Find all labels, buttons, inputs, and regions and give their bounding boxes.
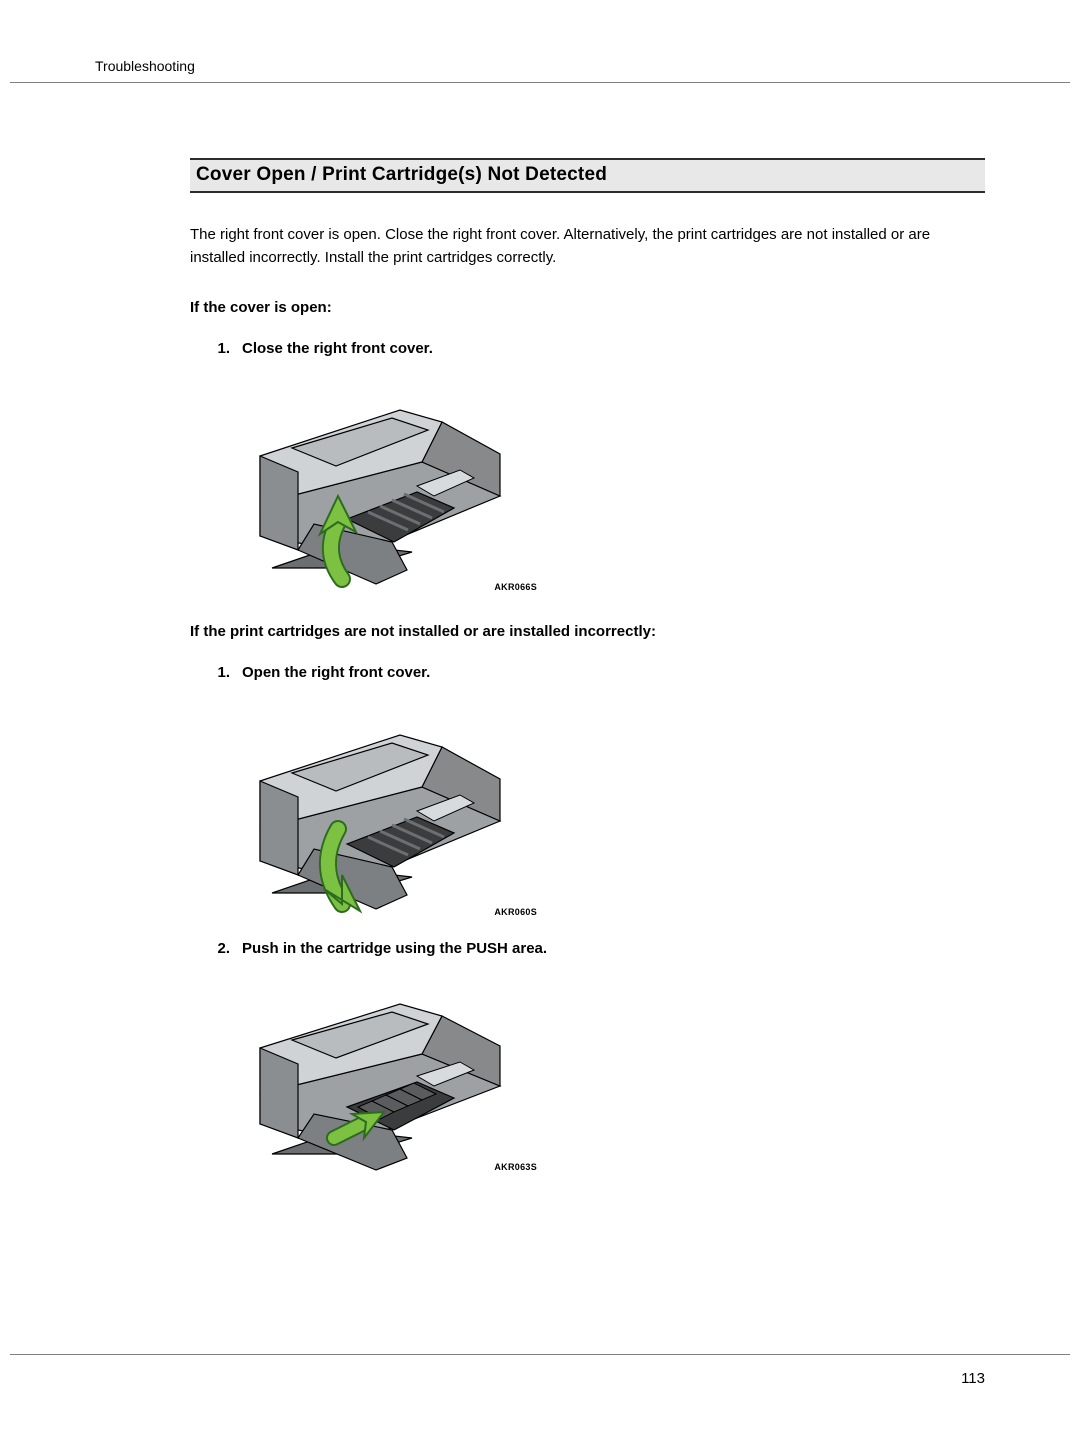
- step-number: 1.: [190, 664, 242, 681]
- figure-code: AKR060S: [494, 907, 537, 917]
- figure-open-cover: AKR060S: [242, 699, 532, 919]
- page-number: 113: [961, 1370, 985, 1387]
- step-b1: 1. Open the right front cover.: [190, 661, 985, 684]
- section-title: Cover Open / Print Cartridge(s) Not Dete…: [196, 164, 607, 185]
- step-a1: 1. Close the right front cover.: [190, 337, 985, 360]
- figure-code: AKR066S: [494, 582, 537, 592]
- figure-close-cover: AKR066S: [242, 374, 532, 594]
- step-number: 1.: [190, 340, 242, 357]
- footer-rule: [10, 1354, 1070, 1355]
- subheading-cover-open: If the cover is open:: [190, 296, 985, 319]
- step-text: Push in the cartridge using the PUSH are…: [242, 937, 547, 960]
- header-section-label: Troubleshooting: [95, 58, 195, 74]
- page: Troubleshooting Cover Open / Print Cartr…: [0, 0, 1080, 1437]
- step-b2: 2. Push in the cartridge using the PUSH …: [190, 937, 985, 960]
- step-number: 2.: [190, 940, 242, 957]
- step-text: Close the right front cover.: [242, 337, 433, 360]
- intro-paragraph: The right front cover is open. Close the…: [190, 223, 985, 270]
- subheading-cartridges: If the print cartridges are not installe…: [190, 620, 985, 643]
- figure-code: AKR063S: [494, 1162, 537, 1172]
- step-text: Open the right front cover.: [242, 661, 430, 684]
- content-block: Cover Open / Print Cartridge(s) Not Dete…: [190, 158, 985, 1174]
- section-title-bar: Cover Open / Print Cartridge(s) Not Dete…: [190, 158, 985, 193]
- header-rule: [10, 82, 1070, 83]
- figure-push-cartridge: AKR063S: [242, 974, 532, 1174]
